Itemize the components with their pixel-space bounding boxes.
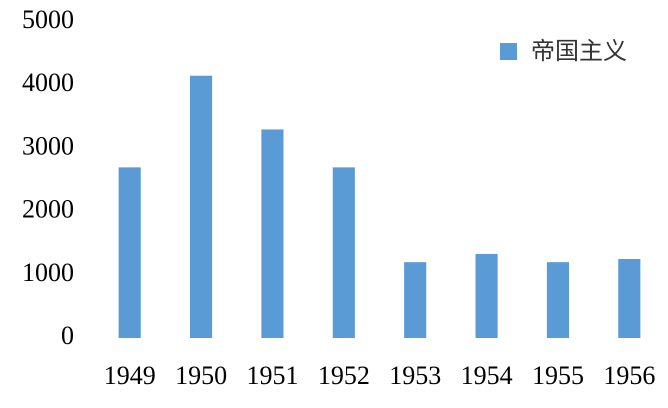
y-tick-label: 4000: [22, 68, 74, 97]
bar: [261, 129, 284, 338]
bar: [475, 253, 498, 338]
x-tick-label: 1949: [104, 361, 156, 390]
y-tick-label: 5000: [22, 5, 74, 34]
y-tick-label: 2000: [22, 195, 74, 224]
bar: [189, 75, 213, 338]
bar: [404, 262, 427, 338]
bar: [546, 262, 570, 338]
bar: [118, 167, 141, 338]
x-tick-label: 1956: [603, 361, 655, 390]
legend-swatch: [500, 43, 517, 60]
x-tick-label: 1950: [175, 361, 227, 390]
x-tick-label: 1953: [389, 361, 441, 390]
x-tick-label: 1955: [532, 361, 584, 390]
y-tick-label: 0: [61, 321, 74, 350]
bar: [332, 167, 355, 338]
x-tick-label: 1952: [318, 361, 370, 390]
legend-text: 帝国主义: [531, 37, 627, 65]
y-tick-label: 1000: [22, 258, 74, 287]
x-tick-label: 1951: [246, 361, 298, 390]
x-tick-label: 1954: [461, 361, 513, 390]
y-tick-label: 3000: [22, 131, 74, 160]
bar: [618, 259, 641, 338]
